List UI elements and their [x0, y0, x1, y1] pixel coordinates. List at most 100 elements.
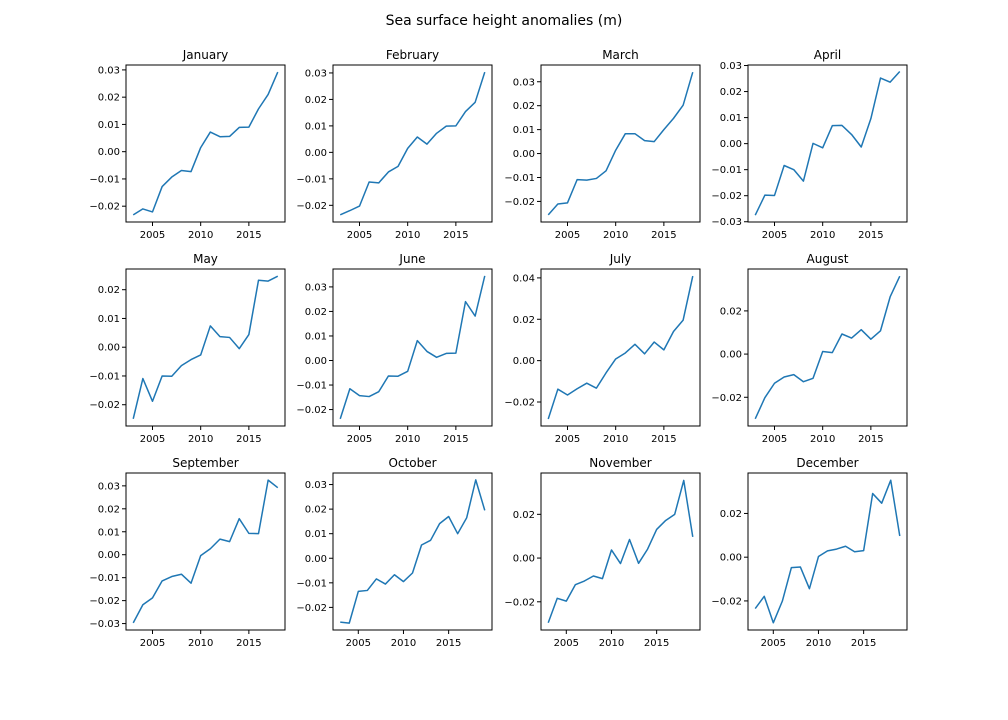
y-tick-label-may: 0.01	[98, 314, 120, 325]
y-tick-label-january: 0.01	[98, 120, 120, 131]
series-line-march	[547, 71, 694, 216]
series-line-december	[754, 479, 901, 624]
x-tick-label-june: 2005	[347, 434, 372, 445]
axes-frame-june	[332, 268, 493, 427]
y-tick-label-march: −0.01	[504, 173, 535, 184]
x-tick-label-october: 2015	[436, 638, 461, 649]
y-tick-label-june: 0.00	[305, 356, 327, 367]
y-tick-label-june: −0.01	[296, 381, 327, 392]
x-tick-label-november: 2015	[644, 638, 669, 649]
axes-frame-february	[332, 64, 493, 223]
x-tick-label-february: 2010	[395, 230, 420, 241]
y-tick-label-march: 0.00	[513, 149, 535, 160]
y-tick-label-august: 0.02	[720, 306, 742, 317]
panel-title-october: October	[388, 456, 436, 470]
y-tick-label-march: 0.02	[513, 101, 535, 112]
y-tick-label-april: 0.01	[720, 113, 742, 124]
series-line-april	[754, 71, 901, 216]
x-tick-label-september: 2010	[188, 638, 213, 649]
x-tick-label-august: 2015	[858, 434, 883, 445]
panel-august: August 2005 2010 2015 −0.02 0.00 0.02	[711, 252, 908, 445]
y-tick-label-september: 0.00	[98, 550, 120, 561]
y-tick-label-march: 0.01	[513, 125, 535, 136]
x-tick-label-march: 2005	[555, 230, 580, 241]
y-tick-label-october: 0.02	[305, 505, 327, 516]
y-tick-label-february: −0.02	[296, 201, 327, 212]
x-tick-label-september: 2005	[140, 638, 165, 649]
y-tick-label-july: 0.04	[513, 273, 535, 284]
panel-april: April 2005 2010 2015 −0.03 −0.02 −0.01 0.00 0.01…	[711, 48, 908, 241]
y-tick-label-july: 0.02	[513, 315, 535, 326]
y-tick-label-april: −0.03	[711, 217, 742, 228]
series-line-june	[339, 275, 486, 420]
axes-frame-april	[747, 64, 908, 223]
y-tick-label-may: 0.02	[98, 285, 120, 296]
axes-frame-september	[125, 472, 286, 631]
panel-title-january: January	[182, 48, 229, 62]
panel-title-february: February	[386, 48, 439, 62]
y-tick-label-october: 0.01	[305, 529, 327, 540]
y-tick-label-september: −0.02	[89, 596, 120, 607]
x-tick-label-february: 2015	[443, 230, 468, 241]
y-tick-label-december: 0.00	[720, 553, 742, 564]
y-tick-label-april: −0.02	[711, 191, 742, 202]
y-tick-label-april: 0.02	[720, 87, 742, 98]
y-tick-label-february: −0.01	[296, 174, 327, 185]
x-tick-label-september: 2015	[236, 638, 261, 649]
series-line-july	[547, 275, 694, 420]
x-tick-label-july: 2010	[603, 434, 628, 445]
y-tick-label-april: −0.01	[711, 165, 742, 176]
x-tick-label-december: 2005	[761, 638, 786, 649]
x-tick-label-october: 2010	[391, 638, 416, 649]
y-tick-label-january: −0.01	[89, 174, 120, 185]
panel-february: February 2005 2010 2015 −0.02 −0.01 0.00 0.01 0.…	[296, 48, 493, 241]
y-tick-label-july: 0.00	[513, 356, 535, 367]
x-tick-label-october: 2005	[346, 638, 371, 649]
y-tick-label-december: 0.02	[720, 509, 742, 520]
series-line-february	[339, 71, 486, 216]
x-tick-label-may: 2005	[140, 434, 165, 445]
y-tick-label-february: 0.03	[305, 68, 327, 79]
y-tick-label-august: −0.02	[711, 393, 742, 404]
axes-frame-january	[125, 64, 286, 223]
x-tick-label-december: 2010	[806, 638, 831, 649]
panel-july: July 2005 2010 2015 −0.02 0.00 0.02 0.04	[504, 252, 701, 445]
panel-january: January 2005 2010 2015 −0.02 −0.01 0.00 0.01 0.0…	[89, 48, 286, 241]
x-tick-label-august: 2005	[762, 434, 787, 445]
y-tick-label-may: −0.02	[89, 400, 120, 411]
y-tick-label-february: 0.00	[305, 148, 327, 159]
x-tick-label-january: 2010	[188, 230, 213, 241]
panel-title-september: September	[172, 456, 238, 470]
x-tick-label-january: 2005	[140, 230, 165, 241]
panel-september: September 2005 2010 2015 −0.03 −0.02 −0.01 0.00…	[89, 456, 286, 649]
x-tick-label-march: 2010	[603, 230, 628, 241]
panel-march: March 2005 2010 2015 −0.02 −0.01 0.00 0.01 0.02 0…	[504, 48, 701, 241]
x-tick-label-january: 2015	[236, 230, 261, 241]
y-tick-label-september: 0.01	[98, 527, 120, 538]
y-tick-label-april: 0.00	[720, 139, 742, 150]
y-tick-label-september: 0.03	[98, 481, 120, 492]
panel-october: October 2005 2010 2015 −0.02 −0.01 0.00 0.01 0.0…	[296, 456, 493, 649]
panel-title-april: April	[814, 48, 841, 62]
y-tick-label-may: −0.01	[89, 371, 120, 382]
series-line-january	[132, 71, 279, 216]
series-line-may	[132, 275, 279, 419]
panel-title-july: July	[609, 252, 632, 266]
series-line-november	[547, 479, 694, 624]
axes-frame-march	[540, 64, 701, 223]
x-tick-label-march: 2015	[651, 230, 676, 241]
y-tick-label-march: 0.03	[513, 77, 535, 88]
y-tick-label-october: −0.02	[296, 603, 327, 614]
y-tick-label-june: 0.03	[305, 282, 327, 293]
x-tick-label-april: 2015	[858, 230, 883, 241]
axes-frame-may	[125, 268, 286, 427]
y-tick-label-october: 0.00	[305, 554, 327, 565]
panel-may: May 2005 2010 2015 −0.02 −0.01 0.00 0.01 0.02	[89, 252, 286, 445]
axes-frame-october	[332, 472, 493, 631]
figure-title: Sea surface height anomalies (m)	[386, 13, 623, 29]
axes-frame-august	[747, 268, 908, 427]
panel-december: December 2005 2010 2015 −0.02 0.00 0.02	[711, 456, 908, 649]
x-tick-label-april: 2005	[762, 230, 787, 241]
x-tick-label-july: 2015	[651, 434, 676, 445]
